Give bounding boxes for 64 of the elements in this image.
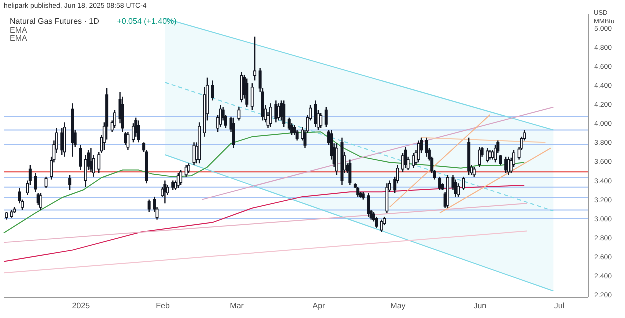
x-tick-label: Mar bbox=[230, 302, 244, 310]
candlestick bbox=[68, 174, 72, 191]
chart-title: Natural Gas Futures · 1D bbox=[10, 17, 100, 26]
candlestick bbox=[113, 110, 116, 129]
candlestick bbox=[478, 146, 482, 168]
candlestick bbox=[180, 170, 183, 186]
candlestick bbox=[176, 172, 180, 189]
candlestick bbox=[90, 148, 93, 173]
annotation: +0.054 (+1.40%) bbox=[117, 17, 178, 26]
candlestick bbox=[494, 144, 498, 164]
x-tick-label: Jun bbox=[474, 302, 487, 310]
candlestick bbox=[232, 117, 236, 149]
candlestick bbox=[219, 104, 222, 128]
candlestick bbox=[282, 100, 286, 128]
candlestick bbox=[375, 216, 378, 229]
candlestick bbox=[187, 163, 190, 174]
x-tick-label: 2025 bbox=[72, 302, 91, 310]
candlestick bbox=[488, 150, 492, 160]
candlestick bbox=[386, 183, 389, 214]
x-tick-label: Jul bbox=[554, 302, 565, 310]
x-tick-label: May bbox=[390, 302, 406, 310]
candlestick bbox=[274, 100, 278, 124]
candlestick bbox=[356, 186, 360, 198]
candlestick bbox=[34, 172, 38, 193]
candlestick bbox=[324, 106, 328, 128]
candlestick bbox=[499, 154, 502, 166]
candlestick bbox=[126, 132, 130, 151]
candlestick bbox=[254, 36, 257, 82]
candlestick bbox=[137, 120, 140, 144]
candlestick bbox=[472, 166, 476, 178]
candlestick bbox=[288, 117, 291, 131]
candlestick bbox=[269, 102, 272, 128]
candlestick bbox=[148, 199, 151, 213]
candlestick bbox=[367, 192, 370, 218]
candlestick bbox=[238, 106, 241, 122]
candlestick bbox=[44, 176, 48, 189]
candlestick bbox=[314, 100, 318, 128]
candlestick bbox=[507, 156, 510, 176]
candlestick bbox=[457, 183, 460, 198]
candlestick bbox=[172, 180, 175, 191]
candlestick bbox=[348, 159, 352, 186]
candlestick bbox=[296, 130, 299, 142]
candlestick bbox=[438, 176, 442, 191]
candlestick bbox=[39, 192, 42, 211]
candlestick bbox=[79, 144, 82, 171]
x-tick-label: Apr bbox=[312, 302, 326, 310]
candlestick bbox=[320, 112, 323, 129]
candlestick bbox=[184, 164, 188, 178]
candlestick bbox=[404, 146, 408, 169]
candlestick bbox=[121, 96, 124, 133]
candlestick bbox=[425, 137, 428, 158]
x-tick-label: Feb bbox=[156, 302, 170, 310]
annotation: EMA bbox=[10, 34, 28, 43]
candlestick bbox=[164, 180, 167, 204]
candlestick bbox=[246, 78, 249, 108]
candlestick bbox=[335, 142, 338, 176]
candlestick bbox=[250, 82, 254, 111]
candlestick bbox=[380, 219, 384, 233]
candlestick bbox=[211, 80, 214, 102]
candlestick bbox=[417, 140, 420, 164]
candlestick bbox=[412, 152, 416, 169]
candlestick bbox=[84, 154, 88, 188]
annotation: EMA bbox=[10, 26, 28, 35]
candlestick bbox=[462, 176, 466, 191]
